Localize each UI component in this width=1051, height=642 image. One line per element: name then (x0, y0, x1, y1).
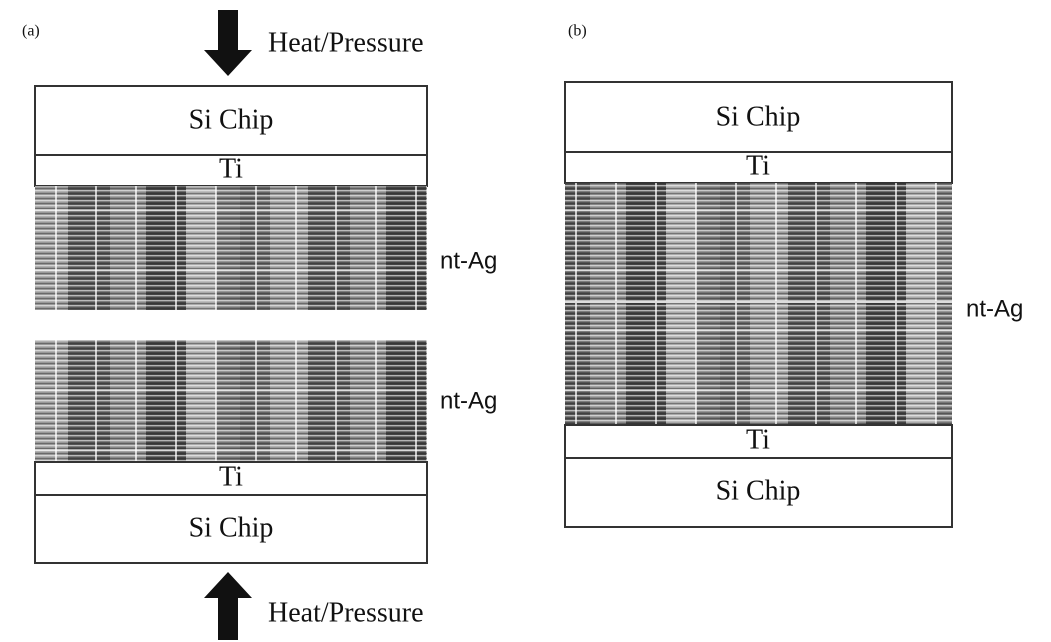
arrow-down (204, 10, 252, 76)
arrow-up (204, 572, 252, 640)
ti-label: Ti (746, 424, 770, 455)
si-chip-label: Si Chip (189, 512, 274, 543)
force-label: Heat/Pressure (268, 27, 424, 58)
panel-label: (b) (568, 23, 587, 40)
diagram: (a) Heat/Pressure Si Chip Ti nt-Ag nt-Ag… (0, 0, 1051, 642)
si-chip-label: Si Chip (189, 104, 274, 135)
nt-ag-layer (35, 186, 427, 310)
force-label: Heat/Pressure (268, 597, 424, 628)
ti-label: Ti (219, 461, 243, 492)
nt-ag-label: nt-Ag (966, 295, 1023, 322)
si-chip-label: Si Chip (716, 475, 801, 506)
panel-label: (a) (22, 23, 40, 40)
nt-ag-layer (35, 340, 427, 462)
si-chip-label: Si Chip (716, 101, 801, 132)
ti-label: Ti (746, 150, 770, 181)
nt-ag-label: nt-Ag (440, 387, 497, 414)
nt-ag-layer (565, 183, 952, 425)
nt-ag-label: nt-Ag (440, 247, 497, 274)
ti-label: Ti (219, 153, 243, 184)
